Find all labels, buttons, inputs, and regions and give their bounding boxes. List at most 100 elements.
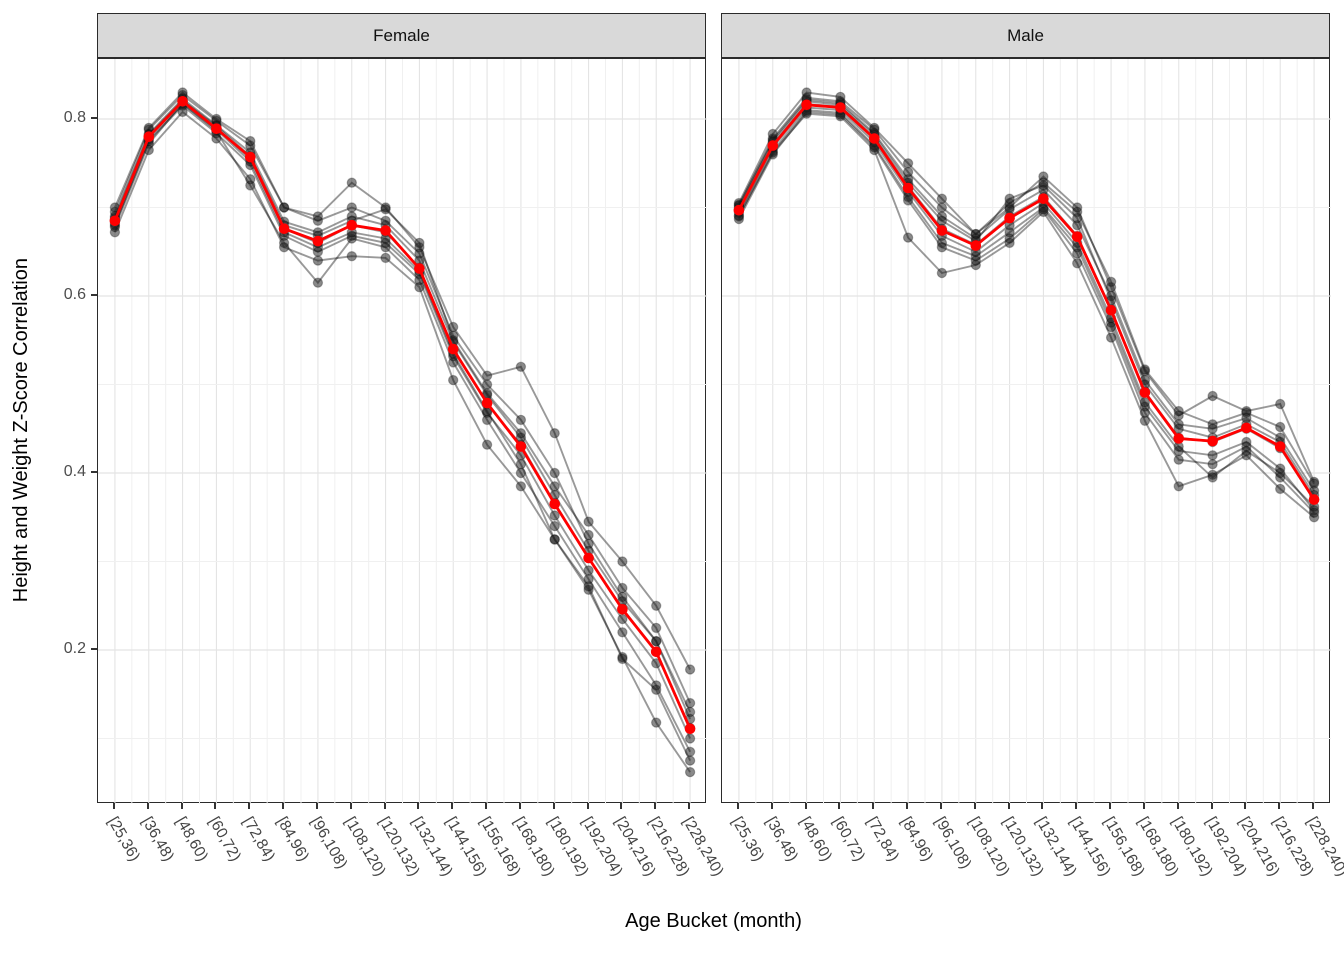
x-axis-tick [906,803,909,809]
mean-data-point [1173,433,1184,444]
x-axis-tick-label: [25,36) [728,814,768,865]
individual-data-point [936,242,948,253]
individual-data-point [651,684,662,696]
facet-strip-female: Female [97,13,706,58]
individual-data-point [515,459,527,470]
mean-data-point [733,204,745,216]
individual-data-point [481,439,493,450]
individual-data-point [1173,405,1184,417]
individual-data-point [1105,321,1117,333]
individual-data-point [549,428,560,439]
x-axis-tick [248,803,251,809]
mean-data-point [902,182,914,194]
x-axis-tick [282,803,285,809]
individual-series-line [114,104,691,739]
individual-series-line [738,98,1315,492]
mean-series-line [113,99,692,730]
x-axis-tick [485,803,488,809]
individual-data-point [515,361,527,372]
mean-data-point [211,123,222,134]
individual-data-point [1275,421,1286,433]
x-axis-tick [973,803,976,809]
individual-data-point [346,177,357,188]
individual-data-point [245,173,256,185]
mean-data-point [380,225,391,236]
mean-data-point [481,397,493,409]
individual-data-point [481,370,493,381]
mean-data-point [109,215,121,227]
individual-data-point [380,204,391,215]
x-axis-tick [1007,803,1010,809]
mean-data-point [617,604,628,615]
x-axis-tick-label: [25,36) [104,814,144,865]
individual-data-point [936,193,948,204]
individual-data-point [549,534,560,545]
y-axis-tick-label: 0.8 [63,109,86,126]
mean-data-point [245,151,256,163]
individual-series-line [114,110,691,773]
individual-data-point [414,281,425,293]
individual-data-point [448,374,459,386]
individual-data-point [312,277,324,288]
facet-strip-label: Male [1007,25,1044,45]
individual-data-point [549,467,560,479]
mean-data-point [346,219,358,231]
mean-data-point [177,96,188,107]
x-axis-tick [214,803,217,809]
individual-series-line [738,112,1315,519]
individual-data-point [1105,276,1117,287]
y-axis-tick-label: 0.4 [63,463,86,480]
x-axis-tick [804,803,807,809]
individual-data-point [1207,390,1218,402]
x-axis-tick [1176,803,1179,809]
x-axis-tick [586,803,589,809]
individual-data-point [1207,472,1218,483]
mean-data-point [970,240,982,251]
x-axis-tick [1312,803,1315,809]
individual-data-point [278,242,290,253]
y-axis-tick-label: 0.6 [63,286,86,303]
y-axis-tick [91,117,97,119]
x-axis-tick-label: [36,48) [138,814,177,865]
mean-data-point [767,140,779,151]
individual-data-point [380,252,391,264]
individual-data-point [1038,204,1049,215]
individual-data-point [549,510,560,521]
individual-data-point [549,481,560,492]
mean-data-point [1308,494,1320,505]
individual-data-point [902,158,914,169]
individual-data-point [651,636,662,647]
individual-data-point [617,556,628,567]
mean-data-point [143,131,155,142]
x-axis-tick [518,803,521,809]
individual-data-point [1207,459,1218,470]
individual-data-point [346,250,357,262]
individual-data-point [1241,441,1252,452]
individual-data-point [312,255,324,266]
individual-data-point [583,581,594,592]
individual-data-point [583,516,594,527]
individual-data-point [617,582,628,594]
mean-data-point [684,723,696,735]
individual-data-point [312,215,324,226]
mean-data-point [515,441,527,452]
chart-canvas-male [722,59,1331,804]
individual-data-point [515,428,527,439]
individual-data-point [1072,258,1083,269]
y-axis-tick [91,294,97,296]
individual-data-point [1139,364,1151,375]
individual-data-point [1207,423,1218,434]
mean-data-point [1004,212,1015,224]
x-axis-tick [1244,803,1247,809]
mean-data-point [835,102,846,113]
individual-data-point [1173,454,1184,465]
x-axis-title: Age Bucket (month) [625,910,802,932]
panel-female [97,58,707,804]
mean-series-line [737,103,1316,501]
y-axis-title: Height and Weight Z-Score Correlation [9,258,32,603]
individual-data-point [1173,481,1184,492]
individual-data-point [1275,483,1286,495]
individual-data-point [515,467,527,479]
individual-data-point [936,202,948,213]
